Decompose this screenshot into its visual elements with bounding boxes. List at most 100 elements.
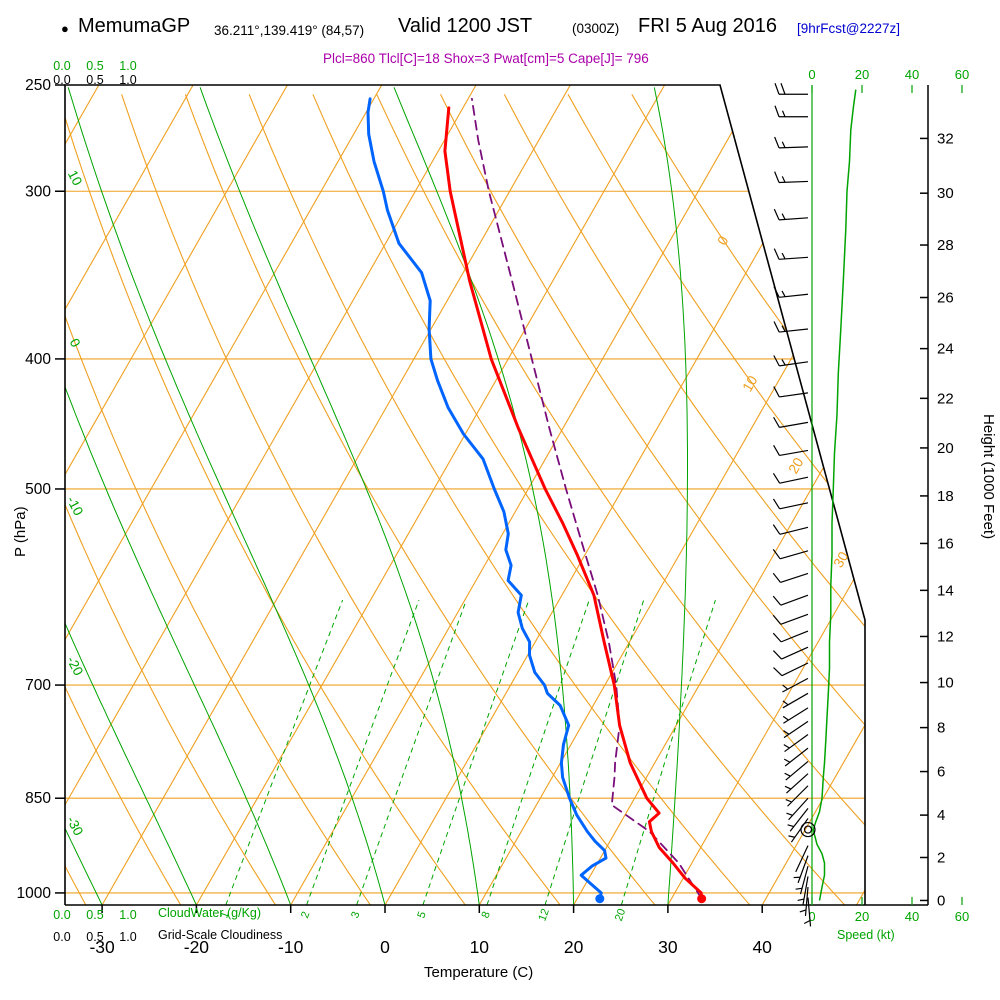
svg-text:32: 32 [937, 130, 954, 147]
isotherm-labels: 0 10 20 30 [714, 233, 852, 570]
svg-text:10: 10 [937, 675, 954, 692]
temperature-axis: -30 -20 -10 0 10 20 30 40 [89, 905, 772, 957]
mixing-ratio-labels: 1 2 3 5 8 12 20 [218, 907, 628, 923]
svg-text:30: 30 [937, 185, 954, 202]
svg-text:400: 400 [25, 351, 51, 368]
svg-text:20: 20 [613, 907, 628, 923]
svg-text:12: 12 [536, 907, 551, 923]
profiles [366, 97, 707, 904]
svg-text:30: 30 [658, 937, 678, 957]
wind-barbs [772, 83, 816, 927]
svg-text:0.0: 0.0 [53, 73, 70, 87]
isotherms [65, 85, 865, 905]
svg-text:40: 40 [905, 909, 919, 924]
pressure-lines [65, 85, 865, 894]
svg-text:20: 20 [855, 67, 869, 82]
svg-text:-10: -10 [278, 937, 304, 957]
svg-text:14: 14 [937, 582, 954, 599]
svg-text:8: 8 [480, 910, 493, 920]
cloudwater-legend: CloudWater (g/Kg) [158, 906, 262, 920]
svg-text:0: 0 [714, 233, 732, 248]
svg-text:0.0: 0.0 [53, 59, 70, 73]
svg-text:1.0: 1.0 [119, 908, 136, 922]
svg-text:2: 2 [937, 849, 945, 866]
cloudiness-legend: Grid-Scale Cloudiness [158, 928, 283, 942]
svg-text:1: 1 [218, 910, 231, 920]
svg-text:6: 6 [937, 764, 945, 781]
station-bullet-icon: ● [61, 21, 69, 36]
svg-text:16: 16 [937, 535, 954, 552]
svg-text:-30: -30 [89, 937, 115, 957]
svg-text:250: 250 [25, 77, 51, 94]
pressure-axis: 250 300 400 500 700 850 1000 [17, 77, 65, 902]
svg-text:300: 300 [25, 183, 51, 200]
svg-text:60: 60 [955, 909, 969, 924]
svg-text:-20: -20 [184, 937, 210, 957]
wind-speed-profile [812, 89, 857, 901]
pressure-axis-title: P (hPa) [12, 506, 29, 557]
svg-text:-20: -20 [64, 654, 86, 678]
svg-text:40: 40 [752, 937, 772, 957]
svg-text:40: 40 [905, 67, 919, 82]
station-name: MemumaGP [78, 15, 191, 37]
station-coords: 36.211°,139.419° (84,57) [214, 23, 365, 38]
dewpoint-curve [366, 97, 608, 901]
svg-text:0: 0 [808, 909, 815, 924]
svg-text:20: 20 [564, 937, 584, 957]
svg-text:0.0: 0.0 [53, 908, 70, 922]
svg-text:60: 60 [955, 67, 969, 82]
svg-text:20: 20 [937, 440, 954, 457]
temperature-curve [443, 106, 704, 901]
svg-text:10: 10 [470, 937, 490, 957]
svg-text:0.0: 0.0 [53, 930, 70, 944]
svg-text:30: 30 [830, 549, 852, 571]
stability-indices: Plcl=860 Tlcl[C]=18 Shox=3 Pwat[cm]=5 Ca… [323, 51, 649, 66]
svg-text:500: 500 [25, 481, 51, 498]
svg-text:24: 24 [937, 341, 954, 358]
svg-text:20: 20 [855, 909, 869, 924]
cloud-scales: 0.00.00.00.00.50.50.50.51.01.01.01.0 [53, 59, 136, 944]
forecast-info: [9hrFcst@2227z] [797, 21, 900, 36]
svg-text:850: 850 [25, 790, 51, 807]
svg-text:1000: 1000 [17, 885, 52, 902]
valid-date: FRI 5 Aug 2016 [638, 15, 777, 37]
svg-text:0.5: 0.5 [86, 930, 103, 944]
svg-text:10: 10 [65, 168, 85, 188]
temperature-axis-title: Temperature (C) [424, 964, 534, 981]
svg-text:700: 700 [25, 677, 51, 694]
svg-text:-10: -10 [64, 494, 86, 518]
svg-text:20: 20 [785, 455, 807, 477]
background-grid [65, 85, 865, 905]
moist-adiabat-labels: 10 0 -10 -20 -30 [64, 168, 86, 838]
svg-text:28: 28 [937, 237, 954, 254]
speed-axis-title: Speed (kt) [837, 928, 895, 942]
svg-text:1.0: 1.0 [119, 73, 136, 87]
mixing-ratio-lines [225, 599, 716, 905]
svg-text:0: 0 [937, 892, 945, 909]
svg-text:3: 3 [349, 910, 362, 920]
valid-time: Valid 1200 JST [398, 15, 533, 37]
svg-text:2: 2 [299, 910, 312, 920]
svg-text:0: 0 [380, 937, 390, 957]
parcel-ascent-curve [471, 97, 703, 900]
svg-text:10: 10 [739, 373, 761, 395]
svg-text:1.0: 1.0 [119, 59, 136, 73]
svg-text:0: 0 [808, 67, 815, 82]
surface-temperature-dot [697, 894, 707, 904]
height-axis-title: Height (1000 Feet) [980, 414, 997, 540]
svg-text:5: 5 [415, 910, 428, 920]
svg-text:22: 22 [937, 390, 954, 407]
calm-wind-icon [803, 825, 813, 834]
svg-text:0.5: 0.5 [86, 73, 103, 87]
svg-text:12: 12 [937, 628, 954, 645]
svg-text:18: 18 [937, 488, 954, 505]
surface-dewpoint-dot [595, 894, 605, 904]
svg-text:0: 0 [67, 336, 84, 350]
moist-adiabats [65, 87, 688, 905]
svg-text:8: 8 [937, 720, 945, 737]
svg-text:1.0: 1.0 [119, 930, 136, 944]
svg-text:26: 26 [937, 290, 954, 307]
